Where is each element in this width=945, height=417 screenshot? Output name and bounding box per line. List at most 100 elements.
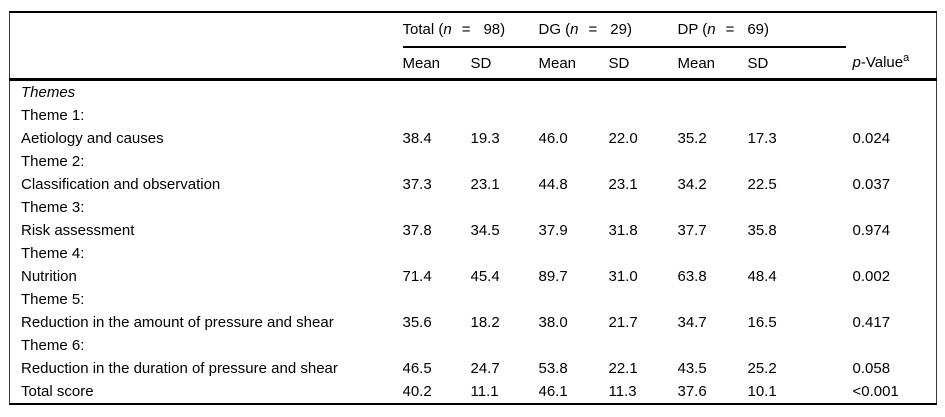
row-label: Aetiology and causes	[21, 130, 164, 147]
cell-mean-total	[403, 242, 471, 265]
cell-p-value: 0.024	[852, 130, 891, 147]
empty-header-cell	[10, 12, 403, 47]
row-label: Theme 6:	[21, 337, 85, 354]
cell-mean-total: 46.5	[402, 360, 432, 377]
cell-sd-dp	[748, 288, 846, 311]
cell-mean-dp	[678, 288, 748, 311]
row-themes: Themes	[10, 80, 937, 105]
cell-sd-dg: 22.1	[608, 360, 638, 377]
cell-sd-dp	[748, 104, 846, 127]
cell-sd-total	[471, 196, 539, 219]
cell-mean-dg: 37.9	[538, 222, 568, 239]
cell-mean-dg	[539, 104, 609, 127]
cell-sd-dp: 16.5	[747, 314, 777, 331]
cell-mean-total: 35.6	[402, 314, 432, 331]
cell-sd-total: 18.2	[470, 314, 500, 331]
row-label: Reduction in the duration of pressure an…	[21, 360, 338, 377]
row-label: Total score	[21, 383, 94, 400]
row-label: Theme 3:	[21, 199, 85, 216]
cell-mean-dp: 37.6	[677, 383, 707, 400]
column-header-mean-dg: Mean	[538, 47, 609, 81]
cell-sd-dp	[748, 150, 846, 173]
row-label: Risk assessment	[21, 222, 135, 239]
row-reduction-amount-pressure-shear: Reduction in the amount of pressure and …	[10, 311, 937, 334]
cell-p-value: 0.002	[852, 268, 891, 285]
cell-sd-total: 23.1	[470, 176, 500, 193]
row-theme-5: Theme 5:	[10, 288, 937, 311]
row-label: Classification and observation	[21, 176, 221, 193]
cell-mean-dp: 43.5	[677, 360, 707, 377]
cell-p-value	[846, 242, 937, 265]
cell-sd-dp: 48.4	[747, 268, 777, 285]
cell-p-value: 0.037	[852, 176, 891, 193]
cell-sd-dg	[609, 104, 678, 127]
cell-sd-total: 24.7	[470, 360, 500, 377]
cell-sd-dp: 25.2	[747, 360, 777, 377]
cell-mean-total	[403, 104, 471, 127]
cell-sd-total: 45.4	[470, 268, 500, 285]
cell-sd-dg	[609, 196, 678, 219]
column-group-total: Total (n = 98)	[402, 12, 539, 48]
row-theme-1: Theme 1:	[10, 104, 937, 127]
cell-sd-total	[471, 80, 539, 105]
cell-mean-total: 40.2	[402, 383, 432, 400]
cell-mean-total: 37.8	[402, 222, 432, 239]
row-label: Theme 4:	[21, 245, 85, 262]
cell-sd-total	[471, 150, 539, 173]
cell-p-value: 0.974	[852, 222, 891, 239]
cell-mean-dg	[539, 242, 609, 265]
cell-sd-dp	[748, 196, 846, 219]
cell-sd-dp: 35.8	[747, 222, 777, 239]
cell-mean-dg: 44.8	[538, 176, 568, 193]
cell-mean-dp: 35.2	[677, 130, 707, 147]
row-label: Reduction in the amount of pressure and …	[21, 314, 334, 331]
group-label-total: Total (n = 98)	[402, 21, 506, 38]
cell-mean-total	[403, 288, 471, 311]
knowledge-scores-table: Total (n = 98) DG (n = 29) DP (n = 69) Mean SD…	[9, 11, 937, 405]
cell-mean-dp: 34.2	[677, 176, 707, 193]
cell-sd-dg	[609, 334, 678, 357]
table-body: Themes Theme 1:	[10, 80, 937, 405]
row-aetiology-and-causes: Aetiology and causes 38.4 19.3 46.0 22.0…	[10, 127, 937, 150]
cell-mean-total: 37.3	[402, 176, 432, 193]
cell-mean-dg	[539, 80, 609, 105]
row-label: Theme 1:	[21, 107, 85, 124]
table-container: Total (n = 98) DG (n = 29) DP (n = 69) Mean SD…	[9, 11, 937, 405]
row-reduction-duration-pressure-shear: Reduction in the duration of pressure an…	[10, 357, 937, 380]
column-group-dp: DP (n = 69)	[677, 12, 846, 48]
footnote-marker: a	[903, 52, 910, 64]
cell-mean-dg: 46.0	[538, 130, 568, 147]
cell-mean-dg: 38.0	[538, 314, 568, 331]
cell-sd-dp	[748, 242, 846, 265]
cell-mean-dp: 63.8	[677, 268, 707, 285]
cell-sd-dg	[609, 288, 678, 311]
cell-p-value: 0.417	[852, 314, 891, 331]
row-label: Theme 5:	[21, 291, 85, 308]
column-header-mean-dp: Mean	[677, 47, 748, 81]
cell-sd-dp: 22.5	[747, 176, 777, 193]
cell-sd-dg: 31.0	[608, 268, 638, 285]
row-theme-6: Theme 6:	[10, 334, 937, 357]
row-label: Theme 2:	[21, 153, 85, 170]
column-header-row: Mean SD Mean SD Mean SD p-Valuea	[9, 47, 937, 81]
cell-mean-total: 38.4	[402, 130, 432, 147]
cell-mean-dp: 37.7	[677, 222, 707, 239]
row-theme-4: Theme 4:	[10, 242, 937, 265]
column-header-sd-dp: SD	[747, 47, 846, 81]
cell-sd-dp: 17.3	[747, 130, 777, 147]
column-header-mean-total: Mean	[402, 47, 471, 81]
column-header-p-value: p-Valuea	[845, 47, 937, 81]
row-nutrition: Nutrition 71.4 45.4 89.7 31.0 63.8 48.4 …	[10, 265, 937, 288]
cell-sd-dg	[609, 150, 678, 173]
cell-p-value	[846, 288, 937, 311]
cell-mean-dp: 34.7	[677, 314, 707, 331]
cell-mean-dg: 53.8	[538, 360, 568, 377]
cell-sd-dg: 11.3	[608, 383, 637, 400]
cell-mean-dg	[539, 288, 609, 311]
cell-sd-total	[471, 334, 539, 357]
column-group-dg: DG (n = 29)	[538, 12, 678, 48]
column-header-sd-dg: SD	[608, 47, 678, 81]
group-label-dp: DP (n = 69)	[677, 21, 770, 38]
row-classification-and-observation: Classification and observation 37.3 23.1…	[10, 173, 937, 196]
